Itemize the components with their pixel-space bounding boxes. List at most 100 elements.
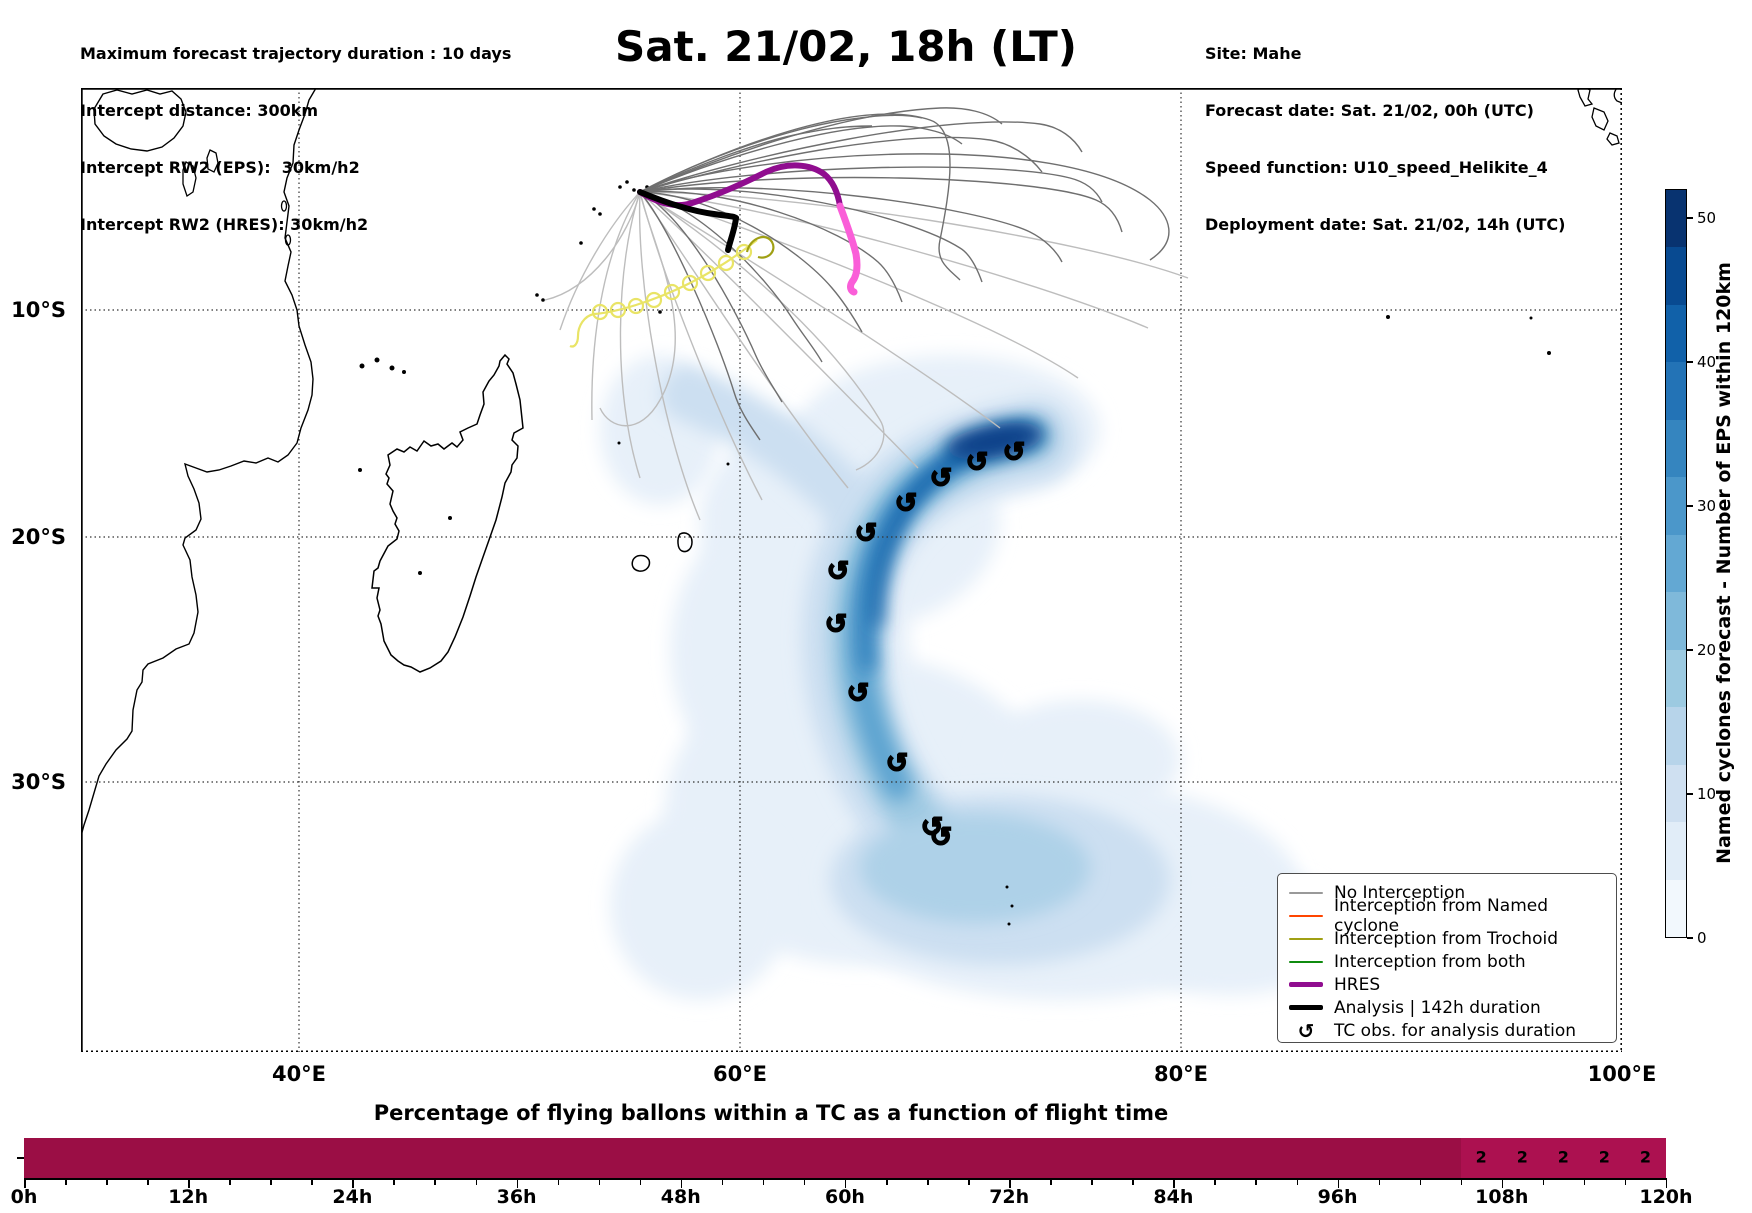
map-ytick-label: 30°S	[11, 770, 66, 794]
bottom-x-tick	[229, 1180, 231, 1185]
map-shape	[660, 366, 900, 560]
map-shape	[579, 241, 583, 245]
map-shape	[569, 239, 758, 348]
header-left-line-3: Intercept RW2 (EPS): 30km/h2	[80, 158, 360, 177]
map-shape	[639, 191, 783, 403]
page-title: Sat. 21/02, 18h (LT)	[615, 22, 1077, 71]
colorbar-band	[1666, 764, 1686, 823]
map-shape	[1010, 904, 1014, 908]
bottom-x-tick	[270, 1180, 272, 1185]
map-shape	[389, 365, 395, 371]
map-shape	[681, 274, 699, 292]
tc-obs-icon: ↺	[886, 748, 909, 779]
bottom-x-tick	[1501, 1180, 1504, 1188]
legend-row: HRES	[1288, 973, 1616, 996]
map-shape	[610, 810, 790, 1000]
legend-label: No Interception	[1334, 882, 1466, 903]
bottom-chart-title: Percentage of flying ballons within a TC…	[373, 1101, 1169, 1125]
legend-label: Interception from Named cyclone	[1334, 895, 1549, 936]
map-shape	[638, 191, 701, 521]
bottom-x-tick	[188, 1180, 190, 1188]
bottom-x-tick	[680, 1180, 683, 1188]
map-shape	[836, 202, 861, 296]
colorbar-tick	[1687, 649, 1693, 651]
map-shape	[639, 166, 1103, 203]
map-shape	[280, 200, 288, 212]
legend-line-swatch	[1288, 914, 1324, 917]
colorbar-tick	[1687, 361, 1693, 363]
bottom-x-tick-label: 96h	[1317, 1186, 1358, 1208]
colorbar-band	[1666, 362, 1686, 420]
tc-obs-icon: ↺	[1297, 1018, 1315, 1043]
map-shape	[1529, 316, 1533, 320]
map-shape	[619, 191, 641, 479]
bottom-x-tick-label: 36h	[496, 1186, 537, 1208]
bottom-x-tick	[393, 1180, 395, 1185]
bottom-x-tick	[106, 1180, 108, 1185]
header-right-line-4: Deployment date: Sat. 21/02, 14h (UTC)	[1205, 215, 1566, 234]
map-shape	[1613, 88, 1622, 104]
legend-line-swatch	[1288, 1005, 1324, 1010]
map-ytick-label: 10°S	[11, 298, 66, 322]
map-shape	[93, 89, 187, 152]
map-shape	[717, 254, 735, 272]
legend-line-swatch	[1288, 982, 1324, 987]
map-shape	[609, 301, 627, 319]
map-shape	[371, 353, 524, 673]
map-shape	[663, 283, 681, 301]
colorbar-band	[1666, 822, 1686, 880]
colorbar-tick	[1687, 505, 1693, 507]
map-shape	[745, 235, 775, 259]
bottom-x-tick	[475, 1180, 478, 1185]
bottom-x-tick	[1624, 1180, 1627, 1185]
map-shape	[617, 441, 621, 445]
bottom-x-tick	[1050, 1180, 1052, 1185]
colorbar-band	[1666, 534, 1686, 593]
bottom-x-tick-label: 120h	[1639, 1186, 1693, 1208]
bottom-x-tick	[1296, 1180, 1299, 1185]
map-shape	[182, 161, 197, 198]
bottom-x-tick	[598, 1180, 601, 1185]
legend-label: Interception from Trochoid	[1334, 928, 1558, 949]
tc-obs-icon: ↺	[930, 463, 953, 494]
map-shape	[945, 423, 1045, 459]
map-shape	[639, 176, 1123, 233]
map-shape	[639, 188, 983, 283]
map-shape	[639, 191, 1079, 379]
bottom-x-tick	[311, 1180, 313, 1185]
legend-row: No Interception	[1288, 881, 1616, 904]
bottom-x-tick-label: 48h	[660, 1186, 701, 1208]
colorbar-band	[1666, 592, 1686, 650]
bottom-x-tick	[352, 1180, 354, 1188]
bottom-x-tick	[803, 1180, 806, 1185]
map-xtick-label: 60°E	[712, 1062, 768, 1086]
colorbar-band	[1666, 477, 1686, 535]
map-shape	[639, 121, 1083, 193]
header-right-block: Site: Mahe Forecast date: Sat. 21/02, 00…	[1205, 6, 1565, 253]
legend-line-swatch	[1288, 891, 1324, 894]
colorbar-band	[1666, 247, 1686, 305]
bottom-x-tick-label: 108h	[1475, 1186, 1529, 1208]
bottom-x-tick	[65, 1180, 67, 1185]
bottom-x-tick-label: 0h	[10, 1186, 38, 1208]
map-shape	[627, 297, 645, 315]
map-shape	[591, 303, 609, 321]
legend-line-swatch	[1288, 960, 1324, 963]
map-shape	[358, 468, 362, 472]
bottom-x-tick	[1378, 1180, 1381, 1185]
bottom-x-tick	[516, 1180, 519, 1188]
map-shape	[632, 188, 636, 192]
map-shape	[1577, 88, 1594, 107]
legend-label: Interception from both	[1334, 951, 1526, 972]
bar-segment-main	[24, 1138, 1461, 1178]
bottom-x-tick-label: 72h	[989, 1186, 1030, 1208]
tc-obs-icon: ↺	[855, 518, 878, 549]
legend-row: ↺ TC obs. for analysis duration	[1288, 1019, 1616, 1042]
map-ytick-label: 20°S	[11, 525, 66, 549]
map-shape	[639, 191, 885, 471]
colorbar-tick-label: 30	[1697, 496, 1717, 515]
colorbar-tick	[1687, 793, 1693, 795]
colorbar-band	[1666, 304, 1686, 363]
map-shape	[591, 191, 641, 421]
